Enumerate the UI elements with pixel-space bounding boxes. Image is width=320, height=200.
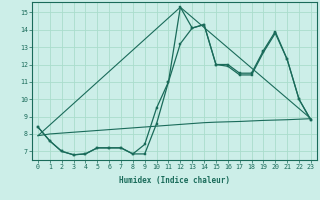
X-axis label: Humidex (Indice chaleur): Humidex (Indice chaleur) xyxy=(119,176,230,185)
